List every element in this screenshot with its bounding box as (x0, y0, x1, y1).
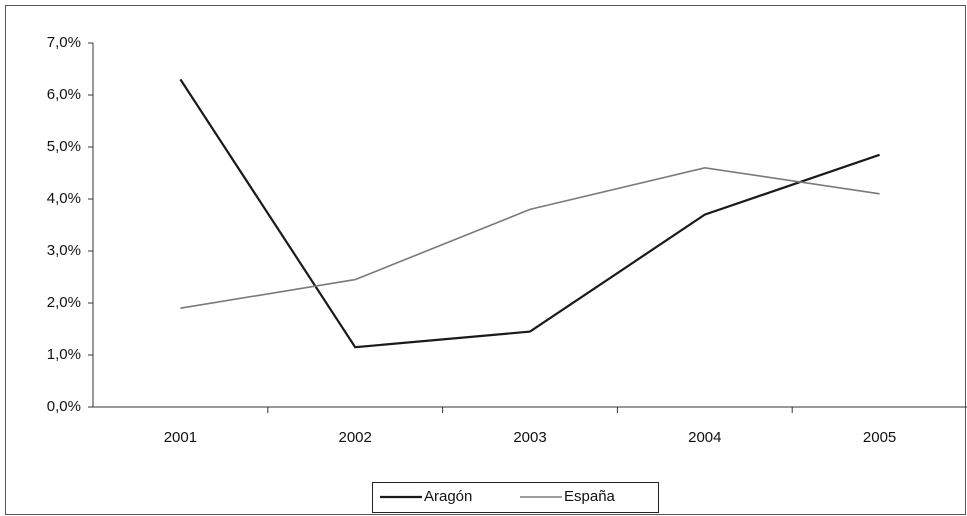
y-tick-label: 7,0% (47, 34, 81, 51)
x-tick-label: 2005 (863, 429, 896, 446)
legend-label: España (564, 488, 616, 505)
x-tick-label: 2004 (688, 429, 721, 446)
y-tick-label: 2,0% (47, 294, 81, 311)
x-tick-label: 2002 (339, 429, 372, 446)
x-tick-label: 2001 (164, 429, 197, 446)
x-tick-label: 2003 (513, 429, 546, 446)
chart-border (5, 5, 966, 515)
series-line (179, 78, 880, 349)
legend-label: Aragón (424, 488, 472, 505)
y-tick-label: 0,0% (47, 398, 81, 415)
y-tick-label: 6,0% (47, 86, 81, 103)
y-tick-label: 3,0% (47, 242, 81, 259)
y-tick-label: 4,0% (47, 190, 81, 207)
y-tick-label: 1,0% (47, 346, 81, 363)
series-line (180, 166, 880, 309)
y-tick-label: 5,0% (47, 138, 81, 155)
